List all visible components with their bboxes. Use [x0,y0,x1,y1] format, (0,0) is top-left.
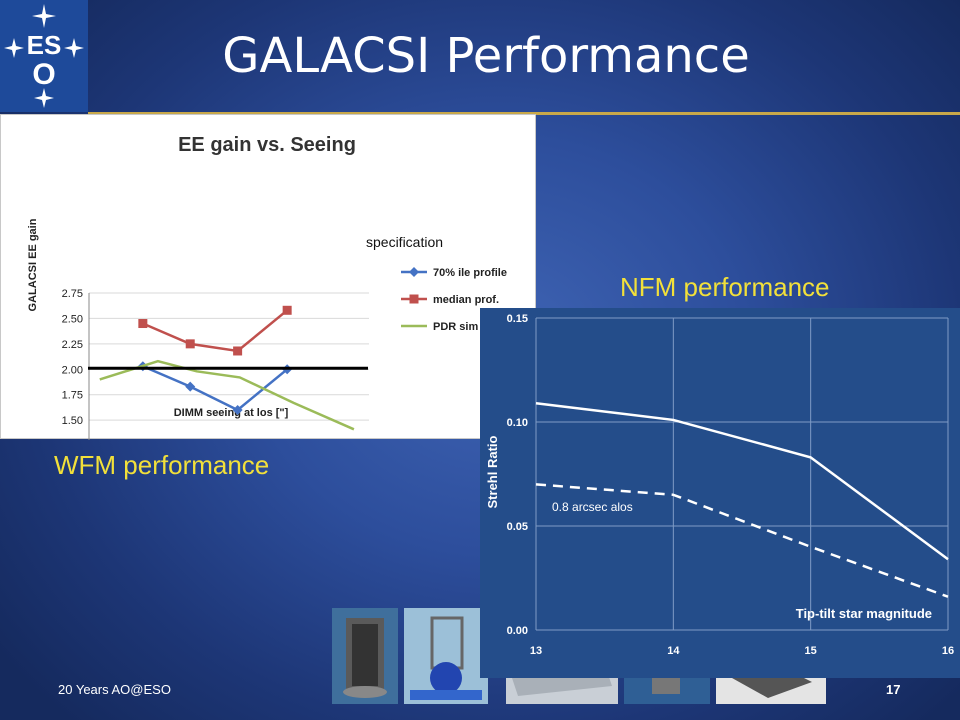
slide-title: GALACSI Performance [222,28,750,84]
specification-label: specification [366,234,443,250]
wfm-series-marker [185,339,195,349]
wfm-series-marker [138,319,148,329]
eso-logo-graphic: ES O [4,4,84,108]
page-number: 17 [886,682,901,697]
wfm-series-marker [185,381,196,392]
wfm-chart-title: EE gain vs. Seeing [178,134,356,156]
wfm-series-line-2 [99,359,355,431]
nfm-y-tick-label: 0.15 [507,313,528,325]
nfm-y-tick-label: 0.10 [507,417,528,429]
wfm-performance-label: WFM performance [54,450,270,480]
thumbnail-galacsi-module [332,608,398,704]
wfm-y-tick-label: 1.50 [62,415,83,427]
nfm-x-tick-label: 13 [530,645,542,657]
nfm-y-tick-label: 0.00 [507,625,528,637]
wfm-series-line-1 [142,309,288,353]
thumbnail-telescope [404,608,488,704]
wfm-legend-marker [409,267,419,277]
footer-text: 20 Years AO@ESO [58,682,171,697]
nfm-x-axis-label: Tip-tilt star magnitude [796,606,932,621]
wfm-legend-label: median prof. [433,294,499,306]
logo-es-text: ES [27,30,62,60]
logo-o-text: O [32,58,55,91]
wfm-x-axis-label: DIMM seeing at los ["] [174,407,289,419]
wfm-y-tick-label: 2.75 [62,288,83,300]
title-rule [88,112,960,115]
nfm-y-axis-label: Strehl Ratio [485,435,500,508]
nfm-series-line-dashed [535,483,949,598]
wfm-series-marker [232,404,243,415]
wfm-series-line-0 [142,365,288,412]
nfm-x-tick-label: 16 [942,645,954,657]
nfm-y-tick-label: 0.05 [507,521,528,533]
wfm-y-tick-label: 1.75 [62,390,83,402]
nfm-x-tick-label: 15 [805,645,817,657]
wfm-y-tick-label: 2.25 [62,339,83,351]
wfm-y-tick-label: 2.50 [62,313,83,325]
wfm-legend-label: PDR sim [433,321,478,333]
wfm-legend-marker [409,294,419,304]
nfm-chart-panel: 0.00 0.05 0.10 0.15 13 14 15 16 Strehl Ratio Ti… [480,308,960,678]
wfm-y-axis-label: GALACSI EE gain [27,218,39,311]
nfm-chart: 0.00 0.05 0.10 0.15 13 14 15 16 Strehl Ratio Ti… [485,313,954,657]
nfm-dashed-series-label: 0.8 arcsec alos [552,500,633,514]
nfm-performance-label: NFM performance [620,272,830,302]
eso-logo: ES O [0,0,88,112]
wfm-series-marker [282,305,292,315]
wfm-y-tick-label: 2.00 [62,364,83,376]
wfm-series-marker [233,346,243,356]
wfm-legend-label: 70% ile profile [433,267,507,279]
nfm-series-line-solid [535,402,949,561]
nfm-x-tick-label: 14 [667,645,680,657]
